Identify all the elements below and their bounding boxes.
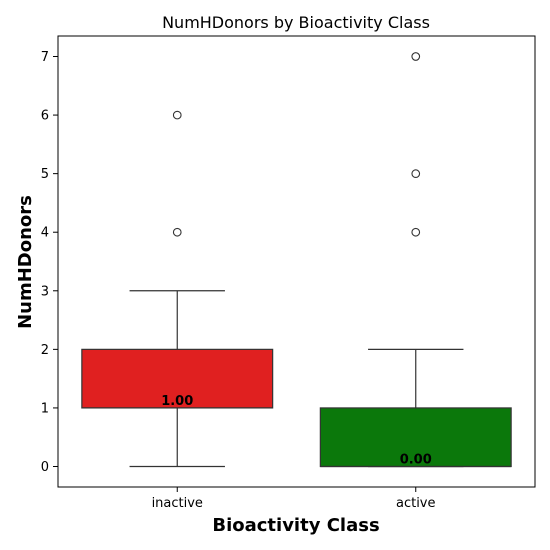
y-tick-label: 4 — [41, 226, 49, 241]
y-tick-label: 0 — [41, 460, 49, 475]
plot-area: 1.00 0.00 — [81, 52, 512, 468]
y-tick-label: 3 — [41, 284, 49, 299]
x-tick-label: active — [396, 496, 436, 511]
outlier-point — [411, 227, 421, 237]
y-axis: 0 1 2 3 4 5 6 7 — [41, 50, 58, 475]
median-label: 0.00 — [400, 453, 432, 468]
box-body — [81, 348, 274, 409]
x-axis: inactive active — [152, 487, 436, 511]
y-tick-label: 6 — [41, 109, 49, 124]
outlier-point — [411, 169, 421, 178]
y-tick-label: 2 — [41, 343, 49, 358]
y-tick-label: 5 — [41, 167, 49, 182]
y-axis-label: NumHDonors — [15, 195, 36, 329]
x-axis-label: Bioactivity Class — [212, 515, 379, 536]
box-body — [319, 407, 512, 468]
chart-title: NumHDonors by Bioactivity Class — [162, 13, 430, 32]
plot-frame — [57, 35, 536, 488]
outlier-point — [172, 110, 182, 120]
x-tick-label: inactive — [152, 496, 203, 511]
outlier-point — [172, 227, 182, 237]
outlier-point — [411, 52, 421, 61]
y-tick-label: 7 — [41, 50, 49, 65]
y-tick-label: 1 — [41, 401, 49, 416]
median-label: 1.00 — [161, 394, 193, 409]
box-active: 0.00 — [319, 52, 512, 468]
box-inactive: 1.00 — [81, 110, 274, 468]
